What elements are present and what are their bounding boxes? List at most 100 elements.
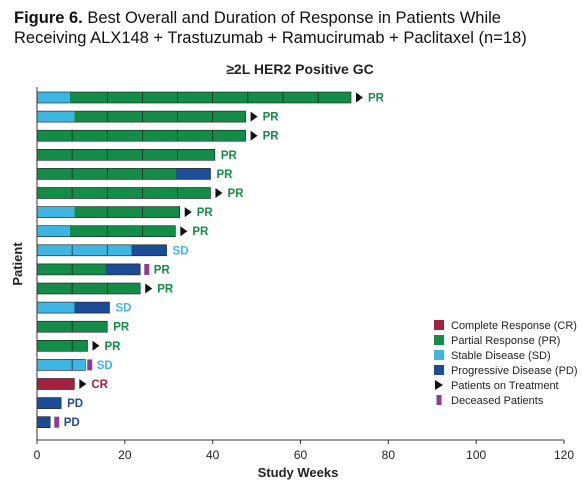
y-axis-label: Patient [10, 242, 25, 286]
bar-segment-sd [37, 111, 75, 123]
patient-row-5: PR [36, 168, 233, 181]
on-treatment-marker [145, 283, 153, 294]
x-tick-label: 60 [294, 448, 308, 462]
legend-item-pr: Partial Response (PR) [434, 335, 560, 347]
figure-caption-line-1: Best Overall and Duration of Response in… [87, 9, 501, 27]
bar-segment-sd [37, 225, 70, 237]
legend-swatch [434, 320, 444, 330]
legend-label: Partial Response (PR) [451, 335, 560, 347]
bar-segment-pr [69, 225, 176, 237]
patient-row-11: PR [36, 282, 174, 296]
legend-item-deceased: Deceased Patients [436, 395, 544, 407]
patient-row-16: CR [36, 378, 109, 391]
bar-segment-sd [37, 92, 70, 103]
bar-segment-pr [37, 168, 176, 180]
bar-segment-cr [37, 378, 75, 390]
best-response-label: PR [368, 93, 385, 105]
legend-item-cr: Complete Response (CR) [434, 320, 577, 332]
x-tick-label: 120 [554, 448, 574, 462]
patient-row-18: PD [36, 416, 80, 429]
on-treatment-marker [180, 226, 188, 237]
x-axis-label: Study Weeks [258, 465, 339, 480]
patient-row-9: SD [36, 244, 189, 257]
best-response-label: PR [105, 341, 122, 353]
patient-row-7: PR [36, 206, 214, 219]
legend-item-sd: Stable Disease (SD) [434, 350, 551, 362]
legend-label: Patients on Treatment [451, 380, 559, 392]
bar-segment-sd [37, 359, 86, 371]
bar-segment-pd [105, 263, 141, 275]
figure-number: Figure 6. [14, 9, 83, 27]
x-tick-label: 40 [206, 448, 220, 462]
patient-row-14: PR [36, 339, 122, 353]
patient-row-8: PR [36, 225, 209, 238]
bar-segment-pr [37, 187, 211, 199]
deceased-marker [54, 416, 60, 428]
figure-caption-line-2: Receiving ALX148 + Trastuzumab + Ramucir… [14, 29, 527, 47]
best-response-label: SD [97, 360, 113, 372]
patient-row-12: SD [36, 301, 131, 315]
patient-row-2: PR [36, 110, 280, 124]
legend-label: Progressive Disease (PD) [451, 365, 578, 377]
best-response-label: PR [263, 131, 280, 143]
bar-segment-pd [37, 397, 62, 409]
on-treatment-marker [79, 379, 87, 389]
bar-segment-pr [37, 149, 215, 161]
best-response-label: PR [113, 322, 130, 334]
patient-row-17: PD [36, 397, 83, 410]
bar-segment-sd [37, 244, 132, 256]
bar-segment-pr [74, 206, 180, 218]
legend-label: Complete Response (CR) [451, 320, 577, 332]
legend-label: Deceased Patients [451, 395, 544, 407]
bar-segment-pr [37, 340, 88, 352]
bar-segment-pd [74, 302, 110, 314]
best-response-label: PD [67, 398, 83, 410]
legend-swatch [436, 395, 442, 405]
patient-row-6: PR [36, 187, 244, 200]
legend-item-ontx: Patients on Treatment [435, 380, 559, 392]
best-response-label: PR [221, 150, 238, 162]
best-response-label: SD [173, 245, 189, 257]
x-tick-label: 0 [34, 448, 41, 462]
best-response-label: SD [115, 303, 131, 315]
patient-row-4: PR [36, 149, 238, 162]
bar-segment-pd [131, 244, 167, 256]
bar-segment-pr [69, 92, 352, 103]
best-response-label: PR [197, 207, 214, 219]
x-tick-label: 20 [118, 448, 132, 462]
patient-row-10: PR [36, 263, 171, 276]
legend-item-pd: Progressive Disease (PD) [434, 365, 578, 377]
legend-swatch [434, 365, 444, 375]
on-treatment-marker [356, 92, 364, 103]
x-tick-label: 100 [466, 448, 486, 462]
best-response-label: PR [192, 226, 209, 238]
patient-row-13: PR [36, 320, 130, 334]
on-treatment-marker [92, 340, 100, 351]
patient-row-3: PR [36, 129, 280, 143]
legend-triangle [435, 380, 443, 390]
bar-segment-pd [175, 168, 211, 180]
best-response-label: PR [216, 169, 233, 181]
on-treatment-marker [215, 188, 223, 198]
on-treatment-marker [250, 111, 258, 122]
best-response-label: PR [157, 284, 174, 296]
bar-segment-pd [37, 416, 51, 428]
legend-swatch [434, 335, 444, 345]
bar-segment-sd [37, 302, 75, 314]
legend-label: Stable Disease (SD) [451, 350, 551, 362]
figure-caption: Figure 6. Best Overall and Duration of R… [14, 8, 574, 48]
bar-segment-pr [37, 283, 141, 294]
best-response-label: CR [91, 379, 108, 391]
deceased-marker [144, 263, 150, 275]
best-response-label: PR [263, 112, 280, 124]
bar-segment-sd [37, 206, 75, 218]
patient-row-15: SD [36, 359, 113, 372]
best-response-label: PR [154, 264, 171, 276]
bar-segment-pr [37, 263, 106, 275]
on-treatment-marker [184, 207, 192, 218]
best-response-label: PR [227, 188, 244, 200]
patient-row-1: PR [36, 91, 385, 105]
bar-segment-pr [37, 130, 246, 142]
